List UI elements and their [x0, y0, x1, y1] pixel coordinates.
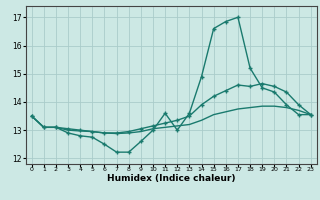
- X-axis label: Humidex (Indice chaleur): Humidex (Indice chaleur): [107, 174, 236, 183]
